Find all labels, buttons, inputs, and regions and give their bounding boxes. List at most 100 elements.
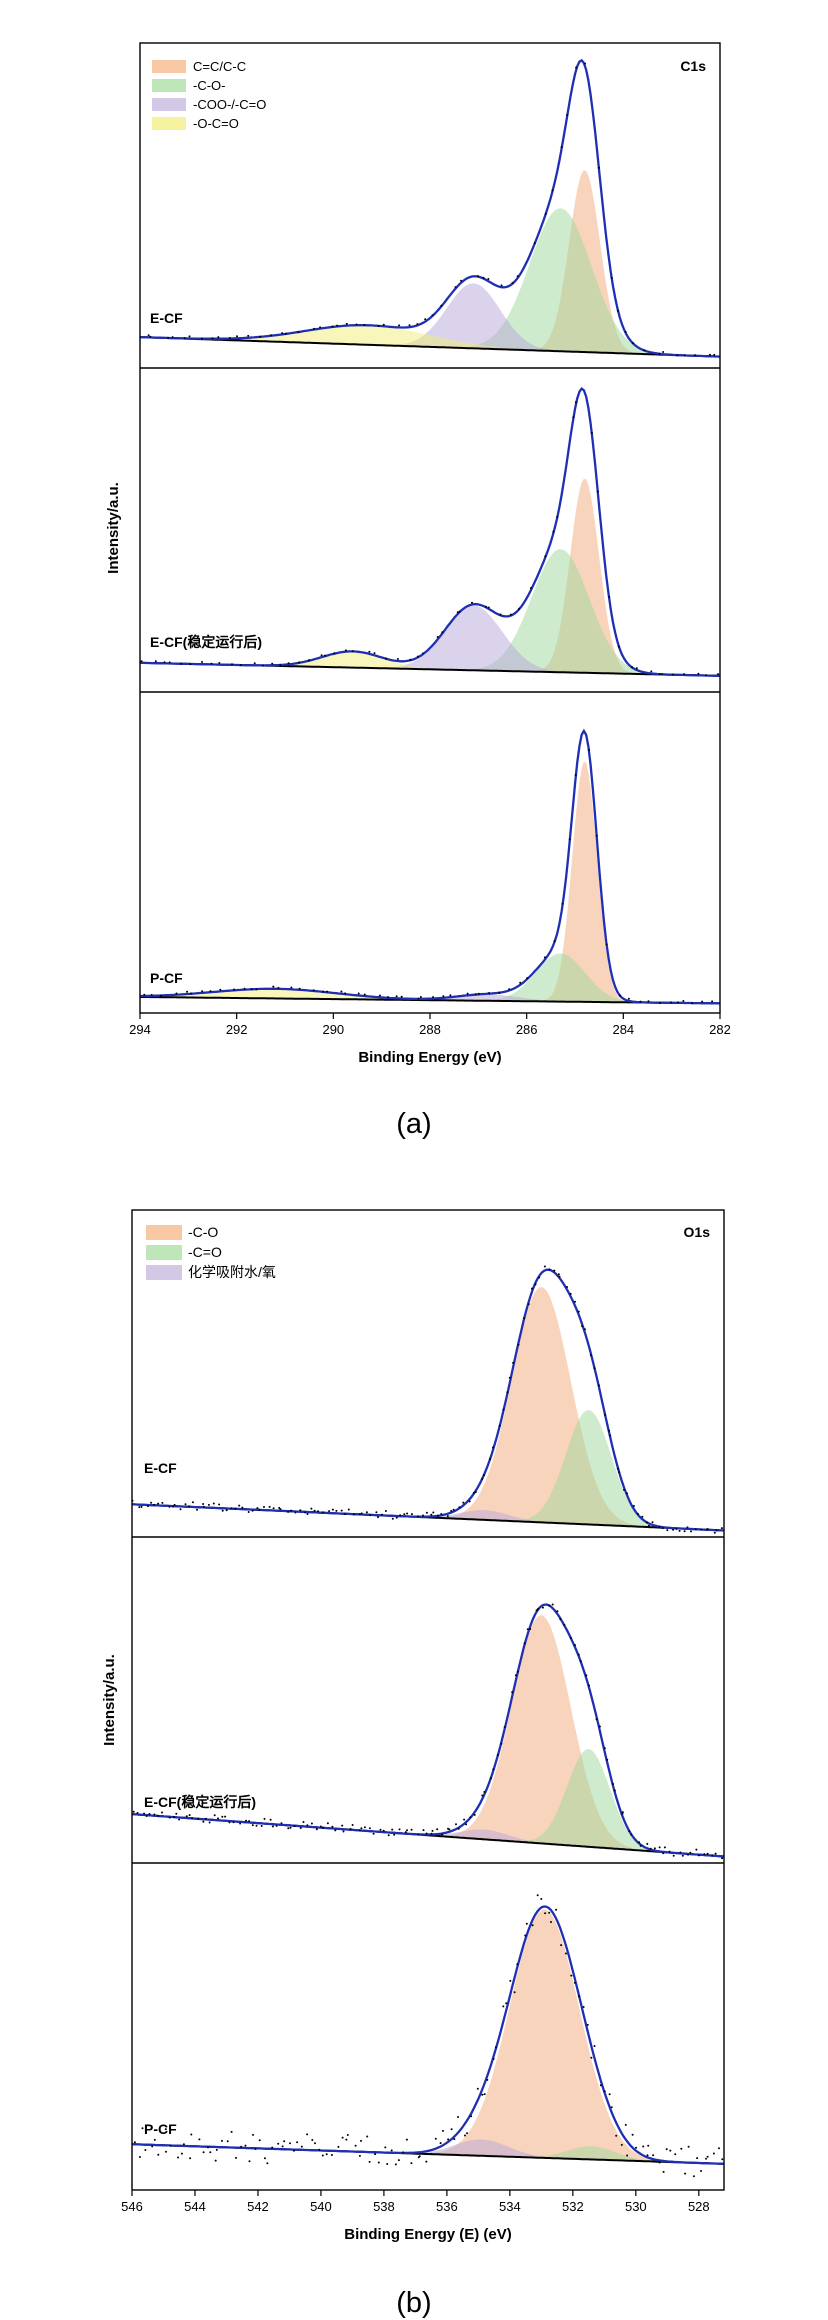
raw-data-point — [519, 981, 522, 984]
b-x-tick-label: 542 — [247, 2199, 269, 2214]
raw-data-point — [314, 2142, 316, 2145]
b-x-tick-label: 546 — [121, 2199, 143, 2214]
b-legend-swatch-1 — [146, 1245, 182, 1260]
raw-data-point — [697, 672, 700, 675]
raw-data-point — [391, 1828, 394, 1831]
raw-data-point — [425, 2160, 428, 2163]
a-panel-label-0: E-CF — [150, 310, 183, 326]
raw-data-point — [258, 2139, 261, 2142]
raw-data-point — [210, 662, 213, 665]
raw-data-point — [436, 636, 439, 638]
raw-data-point — [228, 1821, 231, 1824]
a-x-tick-label: 284 — [612, 1022, 634, 1037]
raw-data-point — [418, 2155, 421, 2158]
raw-data-point — [310, 1507, 313, 1510]
raw-data-point — [201, 990, 204, 993]
b-x-tick-label: 540 — [310, 2199, 332, 2214]
raw-data-point — [456, 611, 459, 614]
raw-data-point — [262, 664, 265, 667]
raw-data-point — [390, 2149, 393, 2152]
raw-data-point — [717, 673, 719, 676]
raw-data-point — [215, 2148, 218, 2151]
raw-data-point — [191, 1501, 194, 1504]
raw-data-point — [581, 1325, 584, 1328]
raw-data-point — [544, 1912, 547, 1915]
raw-data-point — [287, 662, 290, 665]
raw-data-point — [406, 1512, 409, 1515]
raw-data-point — [483, 2093, 486, 2096]
a-x-tick-label: 294 — [129, 1022, 151, 1037]
raw-data-point — [551, 189, 554, 192]
raw-data-point — [143, 1812, 146, 1815]
raw-data-point — [570, 1974, 573, 1977]
raw-data-point — [575, 66, 578, 69]
raw-data-point — [226, 2140, 229, 2143]
raw-data-point — [606, 1758, 609, 1761]
raw-data-point — [263, 1506, 265, 1508]
raw-data-point — [531, 1287, 533, 1290]
a-legend: C=C/C-C -C-O- -COO-/-C=O -O-C=O — [152, 59, 266, 131]
raw-data-point — [331, 1825, 334, 1828]
raw-data-point — [582, 2006, 585, 2008]
raw-data-point — [700, 2170, 702, 2172]
raw-data-point — [450, 1510, 453, 1512]
raw-data-point — [345, 649, 347, 652]
a-panel-2-component-1 — [140, 953, 720, 1004]
b-caption: (b) — [396, 2287, 431, 2319]
a-legend-label-3: -O-C=O — [193, 116, 239, 131]
raw-data-point — [341, 2136, 344, 2139]
raw-data-point — [287, 1510, 290, 1513]
raw-data-point — [167, 336, 170, 339]
raw-data-point — [498, 991, 501, 994]
raw-data-point — [658, 673, 661, 676]
raw-data-point — [608, 2093, 611, 2096]
raw-data-point — [425, 1832, 428, 1835]
raw-data-point — [197, 1817, 200, 1820]
raw-data-point — [605, 943, 608, 946]
raw-data-point — [254, 2148, 257, 2150]
raw-data-point — [603, 1413, 606, 1416]
raw-data-point — [440, 304, 443, 307]
raw-data-point — [596, 490, 599, 493]
raw-data-point — [298, 987, 301, 990]
raw-data-point — [617, 645, 620, 648]
raw-data-point — [293, 1825, 296, 1827]
raw-data-point — [235, 2156, 237, 2159]
raw-data-point — [711, 1854, 714, 1857]
raw-data-point — [466, 2132, 468, 2135]
raw-data-point — [251, 1509, 254, 1512]
raw-data-point — [476, 275, 479, 278]
raw-data-point — [283, 2140, 286, 2143]
raw-data-point — [386, 2163, 389, 2165]
b-plot-frame — [131, 1209, 725, 2191]
raw-data-point — [509, 1979, 512, 1982]
raw-data-point — [610, 2106, 613, 2109]
raw-data-point — [320, 654, 323, 657]
raw-data-point — [157, 1814, 160, 1817]
raw-data-point — [502, 2005, 505, 2008]
raw-data-point — [308, 659, 310, 662]
raw-data-point — [400, 995, 403, 998]
raw-data-point — [442, 995, 445, 998]
raw-data-point — [574, 401, 577, 404]
b-corner-label: O1s — [684, 1224, 711, 1240]
raw-data-point — [340, 1509, 343, 1512]
raw-data-point — [439, 2142, 442, 2145]
raw-data-point — [639, 1000, 642, 1003]
raw-data-point — [454, 286, 457, 289]
raw-data-point — [523, 1642, 526, 1645]
raw-data-point — [239, 1822, 242, 1825]
raw-data-point — [259, 335, 262, 338]
a-panel-0-component-3 — [140, 325, 720, 357]
raw-data-point — [318, 2148, 321, 2151]
raw-data-point — [498, 1424, 501, 1427]
raw-data-point — [153, 2138, 156, 2141]
raw-data-point — [280, 1822, 283, 1825]
raw-data-point — [232, 1821, 235, 1824]
raw-data-point — [703, 1853, 706, 1856]
raw-data-point — [382, 1829, 385, 1832]
raw-data-point — [157, 2153, 160, 2156]
raw-data-point — [669, 2149, 672, 2152]
b-legend-label-2: 化学吸附水/氧 — [188, 1264, 276, 1280]
raw-data-point — [200, 337, 203, 340]
